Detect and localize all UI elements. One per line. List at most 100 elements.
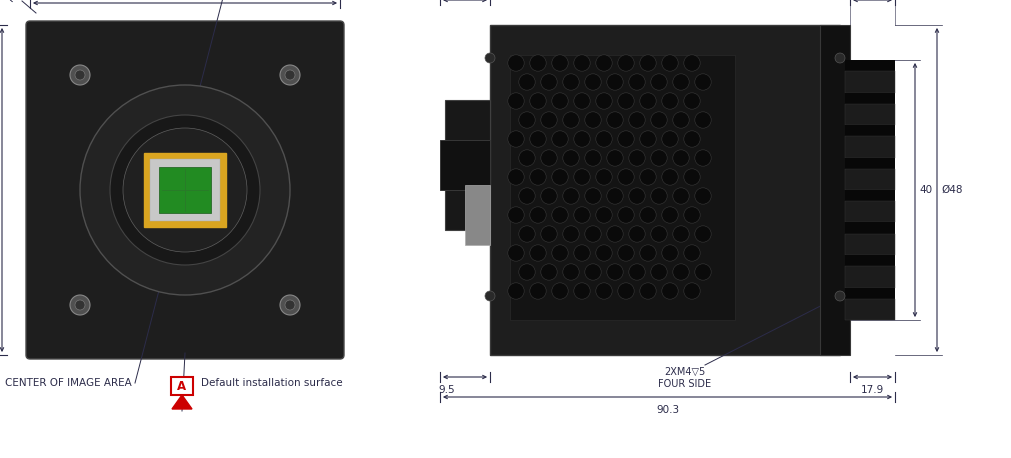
Circle shape bbox=[562, 226, 578, 242]
Circle shape bbox=[562, 264, 578, 280]
Circle shape bbox=[584, 264, 601, 280]
Circle shape bbox=[519, 112, 535, 128]
Circle shape bbox=[562, 150, 578, 166]
Circle shape bbox=[584, 226, 601, 242]
Circle shape bbox=[530, 55, 546, 71]
Circle shape bbox=[628, 264, 645, 280]
Circle shape bbox=[573, 283, 589, 299]
Circle shape bbox=[70, 295, 90, 315]
Polygon shape bbox=[172, 395, 192, 409]
Circle shape bbox=[530, 245, 546, 261]
Circle shape bbox=[584, 74, 601, 90]
Circle shape bbox=[695, 226, 711, 242]
Circle shape bbox=[617, 169, 634, 185]
Circle shape bbox=[607, 188, 623, 204]
Circle shape bbox=[540, 188, 557, 204]
Bar bbox=[844, 223, 894, 234]
Circle shape bbox=[617, 283, 634, 299]
Circle shape bbox=[650, 112, 666, 128]
Circle shape bbox=[628, 226, 645, 242]
Circle shape bbox=[573, 169, 589, 185]
Bar bbox=[844, 60, 894, 71]
Circle shape bbox=[584, 150, 601, 166]
Bar bbox=[844, 136, 894, 158]
Circle shape bbox=[573, 245, 589, 261]
Circle shape bbox=[672, 226, 688, 242]
Bar bbox=[171, 377, 193, 395]
Circle shape bbox=[607, 264, 623, 280]
Circle shape bbox=[617, 131, 634, 147]
Circle shape bbox=[508, 245, 524, 261]
Bar bbox=[844, 190, 894, 202]
Circle shape bbox=[683, 283, 700, 299]
Bar bbox=[844, 299, 894, 320]
Circle shape bbox=[573, 131, 589, 147]
Circle shape bbox=[110, 115, 260, 265]
Bar bbox=[464, 185, 489, 245]
Circle shape bbox=[607, 226, 623, 242]
Circle shape bbox=[628, 150, 645, 166]
Circle shape bbox=[530, 131, 546, 147]
Text: CENTER OF IMAGE AREA: CENTER OF IMAGE AREA bbox=[5, 378, 131, 388]
Circle shape bbox=[695, 150, 711, 166]
Circle shape bbox=[672, 264, 688, 280]
Circle shape bbox=[683, 55, 700, 71]
Circle shape bbox=[280, 295, 299, 315]
Circle shape bbox=[595, 93, 612, 109]
FancyBboxPatch shape bbox=[26, 21, 344, 359]
Bar bbox=[844, 169, 894, 190]
Text: A: A bbox=[177, 380, 186, 393]
Bar bbox=[445, 100, 489, 230]
Circle shape bbox=[695, 188, 711, 204]
Circle shape bbox=[519, 188, 535, 204]
Circle shape bbox=[80, 85, 290, 295]
Circle shape bbox=[617, 207, 634, 223]
Circle shape bbox=[484, 53, 494, 63]
Text: Default installation surface: Default installation surface bbox=[201, 378, 343, 388]
Text: 40: 40 bbox=[918, 185, 931, 195]
Circle shape bbox=[573, 207, 589, 223]
Circle shape bbox=[584, 188, 601, 204]
Circle shape bbox=[519, 264, 535, 280]
Bar bbox=[844, 288, 894, 299]
Circle shape bbox=[551, 245, 567, 261]
Circle shape bbox=[661, 131, 677, 147]
Circle shape bbox=[562, 112, 578, 128]
Circle shape bbox=[617, 245, 634, 261]
Bar bbox=[844, 158, 894, 169]
Circle shape bbox=[607, 74, 623, 90]
Circle shape bbox=[551, 93, 567, 109]
Circle shape bbox=[551, 55, 567, 71]
Circle shape bbox=[661, 207, 677, 223]
Circle shape bbox=[123, 128, 247, 252]
Bar bbox=[819, 25, 849, 355]
Circle shape bbox=[672, 188, 688, 204]
Circle shape bbox=[628, 112, 645, 128]
Circle shape bbox=[530, 93, 546, 109]
Circle shape bbox=[75, 300, 85, 310]
Circle shape bbox=[834, 291, 844, 301]
Circle shape bbox=[530, 207, 546, 223]
Circle shape bbox=[639, 245, 655, 261]
Circle shape bbox=[834, 53, 844, 63]
Circle shape bbox=[595, 207, 612, 223]
Circle shape bbox=[650, 188, 666, 204]
Circle shape bbox=[661, 245, 677, 261]
Bar bbox=[844, 255, 894, 267]
Circle shape bbox=[695, 264, 711, 280]
Circle shape bbox=[508, 283, 524, 299]
Circle shape bbox=[573, 93, 589, 109]
Circle shape bbox=[672, 74, 688, 90]
Circle shape bbox=[595, 131, 612, 147]
Bar bbox=[144, 153, 225, 227]
Circle shape bbox=[508, 207, 524, 223]
Bar bbox=[159, 167, 210, 213]
Circle shape bbox=[683, 169, 700, 185]
Circle shape bbox=[661, 93, 677, 109]
Circle shape bbox=[540, 264, 557, 280]
Text: 9.5: 9.5 bbox=[438, 385, 454, 395]
Circle shape bbox=[650, 264, 666, 280]
Circle shape bbox=[639, 169, 655, 185]
Circle shape bbox=[530, 283, 546, 299]
Circle shape bbox=[508, 93, 524, 109]
